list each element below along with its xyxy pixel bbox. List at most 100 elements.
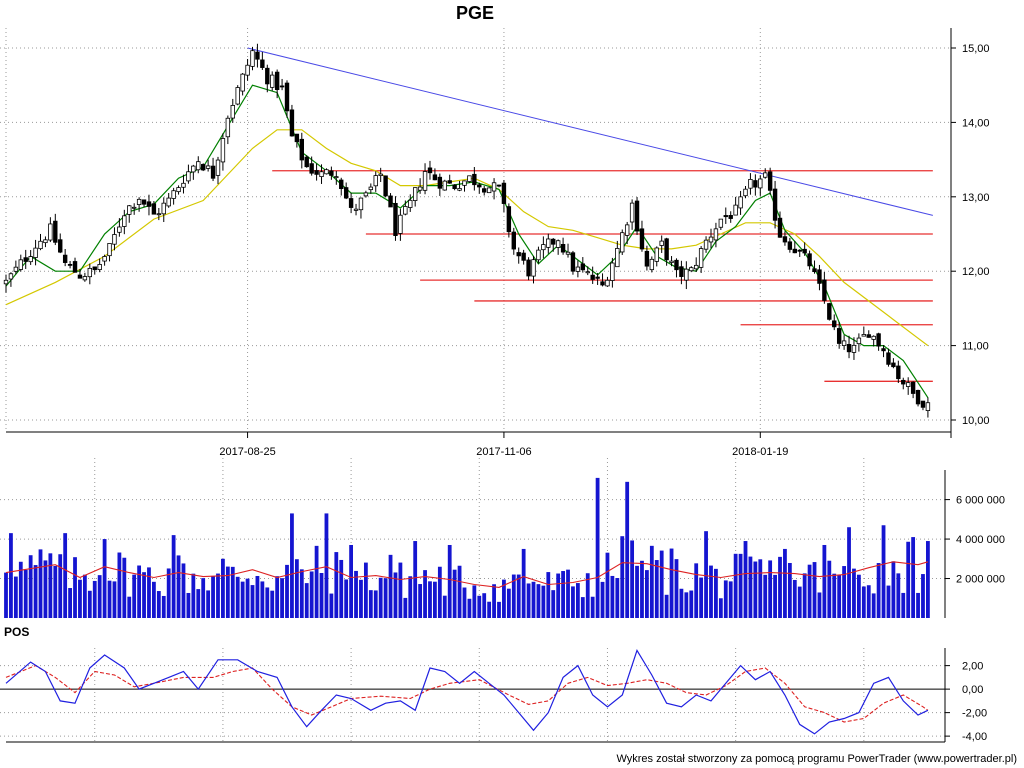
candle — [698, 246, 704, 274]
candle-body — [674, 259, 679, 271]
candle — [53, 213, 58, 246]
candle — [284, 80, 290, 118]
candle — [353, 203, 359, 216]
candle — [3, 274, 9, 293]
volume-bar — [319, 572, 324, 618]
pos-y-tick-label: -4,00 — [962, 731, 987, 743]
volume-bar — [817, 592, 822, 618]
candle — [861, 326, 867, 337]
candle-body — [723, 215, 728, 218]
candle-body — [738, 196, 743, 209]
pos-panel: POS 2,00 0,00 -2,00 -4,00 — [0, 625, 987, 743]
price-y-tick-label: 15,00 — [962, 43, 990, 55]
candle-body — [112, 234, 117, 245]
candle-body — [408, 199, 413, 208]
candle-body — [156, 213, 162, 216]
candle-body — [363, 192, 369, 197]
candle — [886, 348, 891, 367]
candle — [230, 98, 235, 123]
volume-bar — [807, 564, 812, 618]
volume-y-tick-label: 6 000 000 — [956, 495, 1005, 507]
candle — [920, 400, 926, 411]
candle — [634, 197, 640, 235]
volume-bar — [856, 574, 861, 618]
volume-bar — [388, 554, 393, 618]
volume-bar — [304, 583, 309, 618]
candle-body — [437, 176, 443, 189]
volume-bar — [23, 569, 28, 618]
candle — [304, 155, 309, 168]
candle — [141, 199, 147, 208]
volume-bar — [235, 576, 240, 618]
candle — [555, 239, 561, 255]
candle-body — [334, 176, 339, 179]
candle — [901, 377, 906, 390]
candle-body — [215, 159, 221, 176]
candle — [792, 240, 797, 254]
volume-bar — [156, 591, 161, 618]
candle — [13, 260, 19, 275]
candle — [787, 237, 793, 253]
candle — [718, 218, 724, 231]
volume-bar — [541, 585, 546, 618]
candle — [841, 335, 847, 350]
candle-body — [896, 365, 901, 380]
volume-bar — [398, 562, 403, 618]
candle — [654, 246, 659, 267]
candle — [368, 183, 374, 194]
candle — [260, 52, 265, 70]
candle — [127, 204, 132, 223]
volume-bar — [886, 585, 891, 618]
volume-bar — [546, 572, 551, 618]
candle — [777, 211, 783, 238]
candle-body — [580, 263, 586, 271]
candle-body — [33, 247, 38, 258]
candle-body — [196, 161, 201, 171]
volume-bar — [531, 581, 536, 618]
candle — [679, 260, 684, 285]
volume-bar — [378, 577, 383, 618]
candle — [620, 229, 625, 255]
candle — [156, 207, 162, 221]
candle-body — [304, 156, 309, 168]
candle — [536, 246, 541, 264]
volume-bar — [344, 579, 349, 618]
candle — [881, 345, 886, 358]
volume-bar — [911, 537, 916, 618]
volume-bar — [571, 586, 575, 618]
candle-body — [339, 179, 344, 189]
candle — [339, 177, 344, 196]
candle-body — [467, 175, 472, 182]
volume-y-ticks: 6 000 000 4 000 000 2 000 000 — [945, 495, 1005, 586]
candle-body — [314, 170, 319, 175]
candle-body — [92, 266, 97, 271]
volume-bar — [393, 572, 398, 618]
candle-body — [560, 243, 566, 253]
price-panel: PGE 15,00 14,00 13,00 12,00 11,00 10,00 2017-… — [0, 3, 990, 458]
volume-bar — [423, 570, 427, 618]
volume-bar — [659, 550, 664, 618]
volume-ma — [5, 561, 929, 588]
volume-bar — [285, 564, 289, 618]
candle-body — [274, 71, 280, 90]
volume-bar — [339, 559, 344, 618]
volume-bar — [250, 585, 255, 618]
candle-body — [807, 253, 812, 267]
volume-bar — [309, 571, 314, 618]
candle — [329, 166, 334, 180]
candle — [610, 257, 615, 288]
candle-body — [181, 182, 186, 188]
volume-bar — [802, 573, 807, 618]
candle — [713, 222, 719, 248]
candle-body — [516, 252, 521, 257]
candle-body — [107, 243, 112, 257]
price-x-tick-label: 2017-08-25 — [219, 446, 275, 458]
candle-body — [87, 267, 93, 278]
candle-body — [171, 190, 176, 199]
candle — [580, 257, 586, 273]
candle-body — [3, 279, 9, 285]
candle-body — [482, 188, 487, 193]
candle — [225, 115, 231, 145]
volume-bar — [142, 572, 146, 618]
candle — [541, 236, 546, 259]
